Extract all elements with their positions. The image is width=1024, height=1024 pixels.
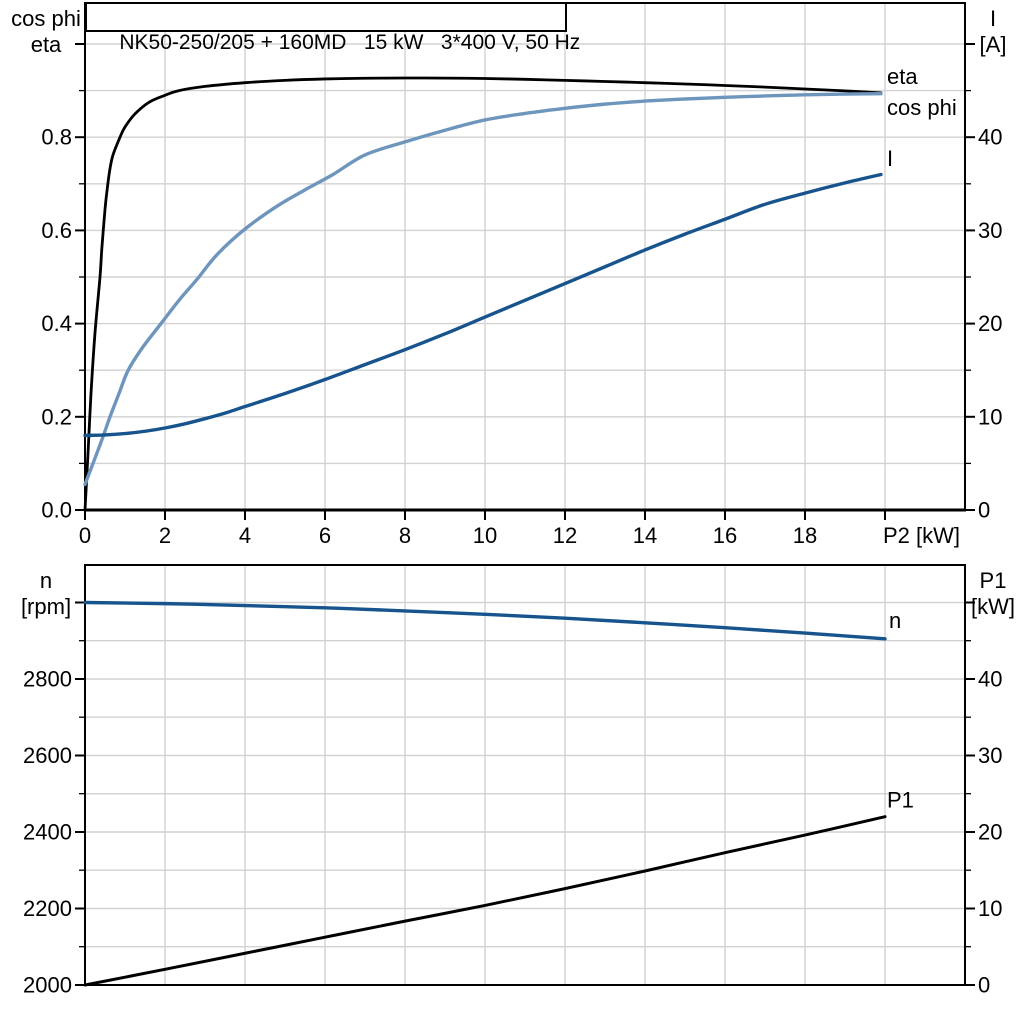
x-axis-tick-labels: 0 2 4 6 8 10 12 14 16 18 P2 [kW] [79, 523, 960, 548]
series-eta-curve [83, 76, 883, 512]
tick-label: 2800 [23, 667, 72, 692]
right-axis-ticks [966, 43, 975, 511]
tick-label: 16 [713, 523, 737, 548]
tick-label: 10 [978, 896, 1002, 921]
tick-label: 0.6 [41, 218, 72, 243]
tick-label: 4 [239, 523, 251, 548]
axis-unit-p1: P1 [979, 568, 1007, 593]
axis-unit-rpm: [rpm] [20, 594, 72, 619]
axis-unit-kw: [kW] [971, 594, 1015, 619]
tick-label: 0.0 [41, 498, 72, 523]
tick-label: 30 [978, 743, 1002, 768]
bottom-right-axis-unit: P1 [kW] [964, 568, 1022, 620]
tick-label: 6 [319, 523, 331, 548]
x-axis-ticks [84, 511, 886, 520]
axis-unit-eta: eta [30, 32, 62, 57]
bottom-left-axis-unit: n [rpm] [2, 568, 90, 620]
tick-label: 10 [473, 523, 497, 548]
series-P1-curve [83, 815, 887, 987]
tick-label: 20 [978, 820, 1002, 845]
chart-title: NK50-250/205 + 160MD 15 kW 3*400 V, 50 H… [119, 31, 581, 54]
series-label-cos-phi: cos phi [887, 95, 957, 120]
bottom-chart: 2000 2200 2400 2600 2800 0 10 20 30 40 n P1 [23, 564, 1002, 998]
series-label-eta: eta [887, 64, 918, 89]
axis-unit-current: I [989, 6, 997, 31]
tick-label: 0 [978, 498, 990, 523]
series-label-I: I [887, 146, 893, 171]
tick-label: 0.4 [41, 311, 72, 336]
top-chart: 0.0 0.2 0.4 0.6 0.8 0 10 20 30 40 0 2 4 6 8 10 12 14 16 18 P… [41, 2, 1002, 548]
tick-label: 0 [79, 523, 91, 548]
gridlines [85, 3, 965, 510]
tick-label: 10 [978, 404, 1002, 429]
axis-unit-amps: [A] [979, 32, 1007, 57]
tick-label: 40 [978, 125, 1002, 150]
left-axis-tick-labels: 2000 2200 2400 2600 2800 [23, 667, 72, 998]
tick-label: 2 [159, 523, 171, 548]
right-axis-tick-labels: 0 10 20 30 40 [978, 125, 1002, 523]
tick-label: 2200 [23, 896, 72, 921]
tick-label: 2000 [23, 973, 72, 998]
left-axis-ticks [75, 601, 84, 986]
axis-unit-speed: n [39, 568, 53, 593]
tick-label: 40 [978, 667, 1002, 692]
top-left-axis-unit: cos phi eta [2, 6, 90, 58]
tick-label: 8 [399, 523, 411, 548]
gridlines [85, 565, 965, 985]
left-axis-ticks [75, 43, 84, 511]
chart-title-box: NK50-250/205 + 160MD 15 kW 3*400 V, 50 H… [85, 2, 580, 54]
tick-label: 0 [978, 973, 990, 998]
left-axis-tick-labels: 0.0 0.2 0.4 0.6 0.8 [41, 125, 72, 523]
right-axis-tick-labels: 0 10 20 30 40 [978, 667, 1002, 998]
tick-label: 2400 [23, 820, 72, 845]
tick-label: P2 [kW] [883, 523, 960, 548]
tick-label: 30 [978, 218, 1002, 243]
series-n-curve [83, 600, 887, 641]
series-label-P1: P1 [887, 788, 914, 813]
axis-unit-cos-phi: cos phi [11, 6, 81, 31]
tick-label: 2600 [23, 743, 72, 768]
tick-label: 0.8 [41, 125, 72, 150]
plot-frame [84, 564, 966, 986]
tick-label: 12 [553, 523, 577, 548]
right-axis-ticks [966, 601, 975, 986]
tick-label: 14 [633, 523, 657, 548]
series-I-curve [83, 172, 883, 438]
tick-label: 18 [793, 523, 817, 548]
series-cos-phi-curve [83, 91, 883, 487]
tick-label: 0.2 [41, 404, 72, 429]
series-label-n: n [889, 608, 901, 633]
top-right-axis-unit: I [A] [964, 6, 1022, 58]
tick-label: 20 [978, 311, 1002, 336]
